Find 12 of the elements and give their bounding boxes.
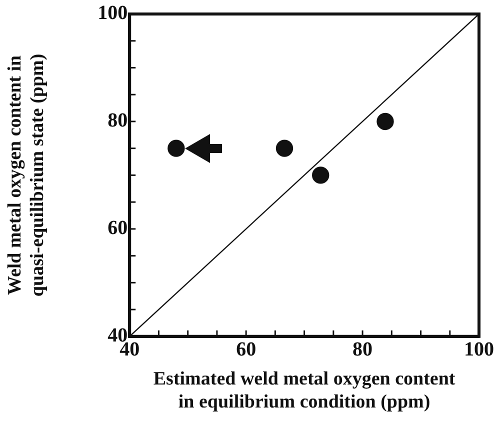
point [276, 140, 294, 157]
point [168, 140, 185, 157]
y-tick-label: 60 [108, 217, 128, 240]
y-tick-label: 80 [108, 110, 128, 132]
x-tick-label: 100 [464, 338, 494, 361]
y-axis-title: Weld metal oxygen content in quasi-equilibrium state (ppm) [4, 54, 48, 297]
point [376, 112, 394, 130]
y-tick-label: 100 [98, 2, 128, 24]
x-tick-label: 80 [352, 338, 373, 361]
point [312, 166, 330, 184]
x-axis-title: Estimated weld metal oxygen content in equilibrium condition (ppm) [153, 368, 456, 413]
x-tick-label: 60 [236, 338, 256, 361]
